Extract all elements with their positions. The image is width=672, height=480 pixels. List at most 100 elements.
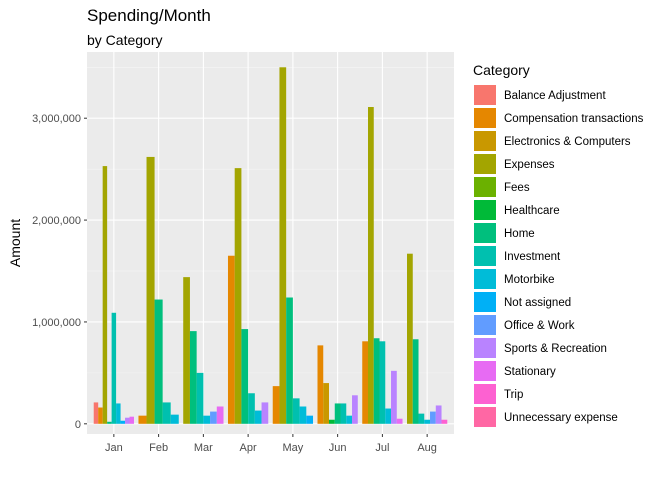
- legend-label: Healthcare: [504, 205, 560, 217]
- legend-label: Balance Adjustment: [504, 90, 606, 102]
- legend-key: [474, 338, 496, 358]
- bar: [435, 405, 442, 424]
- bar: [292, 398, 300, 424]
- bar: [286, 297, 293, 424]
- bar: [98, 407, 103, 424]
- x-tick-label: Jul: [375, 442, 389, 454]
- bar: [346, 415, 353, 424]
- chart-subtitle: by Category: [87, 32, 163, 48]
- legend-key: [474, 246, 496, 266]
- bar: [107, 421, 112, 424]
- legend-key: [474, 108, 496, 128]
- bar: [441, 419, 448, 424]
- legend-label: Unnecessary expense: [504, 412, 618, 424]
- legend-key: [474, 131, 496, 151]
- bar: [396, 418, 403, 424]
- x-tick-label: Feb: [149, 442, 168, 454]
- bar: [323, 383, 330, 424]
- x-tick-label: Jan: [105, 442, 123, 454]
- x-tick-label: Apr: [240, 442, 257, 454]
- bar: [362, 341, 369, 424]
- bar: [203, 415, 211, 424]
- bar: [391, 370, 397, 424]
- bar: [227, 255, 235, 424]
- legend-title: Category: [473, 62, 530, 78]
- bar: [261, 402, 269, 424]
- bar: [329, 419, 335, 424]
- legend-key: [474, 407, 496, 427]
- bar: [373, 338, 380, 424]
- bar: [102, 166, 108, 424]
- bar: [146, 156, 155, 424]
- bar: [317, 345, 324, 424]
- x-tick-label: May: [282, 442, 303, 454]
- legend-key: [474, 269, 496, 289]
- bar: [183, 277, 190, 424]
- legend-key: [474, 177, 496, 197]
- legend-label: Not assigned: [504, 297, 571, 309]
- x-tick-label: Jun: [329, 442, 347, 454]
- bar: [379, 341, 386, 424]
- legend-key: [474, 315, 496, 335]
- bar: [170, 414, 179, 424]
- legend-label: Fees: [504, 182, 530, 194]
- y-axis-title: Amount: [7, 219, 23, 267]
- legend-key: [474, 200, 496, 220]
- legend-label: Electronics & Computers: [504, 136, 631, 148]
- bar: [340, 403, 347, 424]
- bar: [424, 419, 431, 424]
- y-tick-label: 0: [75, 419, 81, 431]
- bar: [385, 408, 392, 424]
- bar: [138, 415, 147, 424]
- legend-label: Office & Work: [504, 320, 575, 332]
- legend-key: [474, 361, 496, 381]
- x-tick-label: Aug: [417, 442, 437, 454]
- y-tick-label: 2,000,000: [32, 215, 81, 227]
- bar: [418, 413, 425, 424]
- bar: [306, 415, 314, 424]
- legend-label: Trip: [504, 389, 523, 401]
- bar: [334, 403, 341, 424]
- bar: [407, 253, 413, 424]
- legend-label: Compensation transactions: [504, 113, 644, 125]
- bar: [189, 331, 197, 424]
- bar: [93, 402, 99, 424]
- bar: [352, 395, 358, 424]
- bar: [412, 339, 419, 424]
- bar: [125, 417, 130, 424]
- y-tick-label: 1,000,000: [32, 317, 81, 329]
- bar: [368, 107, 374, 424]
- legend-key: [474, 223, 496, 243]
- bar: [248, 393, 255, 424]
- bar: [216, 406, 224, 424]
- legend-label: Sports & Recreation: [504, 343, 607, 355]
- legend-key: [474, 292, 496, 312]
- bar: [234, 168, 242, 424]
- legend-key: [474, 154, 496, 174]
- legend-label: Motorbike: [504, 274, 555, 286]
- legend-label: Investment: [504, 251, 561, 263]
- bar: [272, 386, 280, 424]
- chart-title: Spending/Month: [87, 6, 211, 25]
- bar: [129, 416, 134, 424]
- legend-label: Stationary: [504, 366, 556, 378]
- bar: [116, 403, 121, 424]
- x-tick-label: Mar: [194, 442, 213, 454]
- legend-label: Expenses: [504, 159, 555, 171]
- legend-key: [474, 384, 496, 404]
- legend-key: [474, 85, 496, 105]
- bar: [196, 372, 204, 424]
- bar: [120, 420, 126, 424]
- bar: [111, 312, 117, 424]
- bar: [154, 299, 163, 424]
- bar: [162, 402, 171, 424]
- bar: [430, 411, 436, 424]
- bar: [279, 67, 287, 424]
- bar: [210, 411, 217, 424]
- bar: [254, 410, 262, 424]
- plot-panel: [87, 52, 454, 434]
- y-tick-label: 3,000,000: [32, 113, 81, 125]
- bar: [241, 329, 249, 424]
